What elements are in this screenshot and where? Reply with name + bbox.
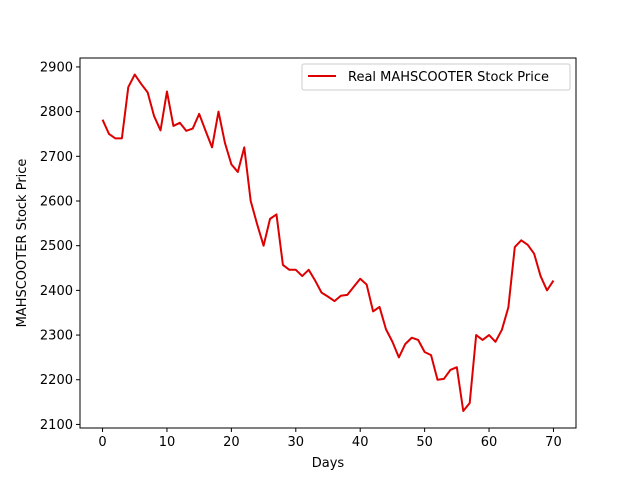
x-tick-label: 30: [288, 435, 305, 450]
y-tick-label: 2300: [40, 329, 73, 344]
y-tick-label: 2700: [40, 150, 73, 165]
plot-frame: [79, 57, 577, 429]
y-tick-label: 2100: [40, 418, 73, 433]
x-tick-label: 40: [352, 435, 369, 450]
x-tick-label: 70: [545, 435, 562, 450]
y-tick-label: 2400: [40, 284, 73, 299]
x-tick-label: 60: [481, 435, 498, 450]
legend-entry: Real MAHSCOOTER Stock Price: [348, 70, 549, 85]
x-tick-label: 20: [223, 435, 240, 450]
x-tick-label: 10: [159, 435, 176, 450]
x-tick-label: 0: [98, 435, 106, 450]
y-tick-label: 2600: [40, 194, 73, 209]
legend: Real MAHSCOOTER Stock Price: [301, 63, 571, 91]
legend-box: [301, 63, 571, 91]
x-axis-label: Days: [312, 456, 345, 471]
y-tick-label: 2500: [40, 239, 73, 254]
y-tick-label: 2200: [40, 373, 73, 388]
x-tick-label: 50: [416, 435, 433, 450]
y-tick-label: 2900: [40, 60, 73, 75]
y-axis-label: MAHSCOOTER Stock Price: [15, 159, 30, 328]
y-tick-label: 2800: [40, 105, 73, 120]
series-line-0: [101, 73, 555, 413]
